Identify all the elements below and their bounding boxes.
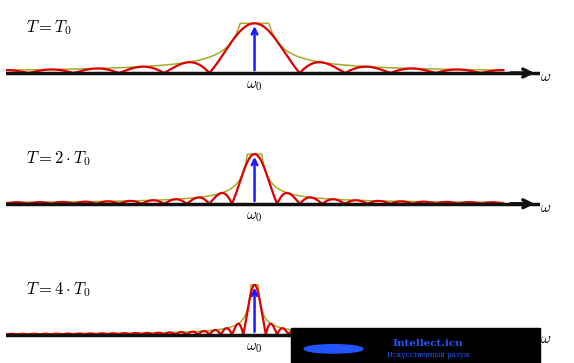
Text: $T=2\cdot T_0$: $T=2\cdot T_0$	[26, 149, 90, 168]
Text: $T=T_0$: $T=T_0$	[26, 19, 71, 37]
Text: $\omega$: $\omega$	[541, 331, 552, 346]
Text: $\omega_0$: $\omega_0$	[246, 340, 263, 355]
Text: $\omega_0$: $\omega_0$	[246, 79, 263, 93]
Text: $\omega_0$: $\omega_0$	[246, 210, 263, 224]
Text: Искусственный разум: Искусственный разум	[387, 351, 469, 359]
Text: $T=4\cdot T_0$: $T=4\cdot T_0$	[26, 280, 90, 299]
Text: $\omega$: $\omega$	[541, 70, 552, 84]
Circle shape	[304, 345, 363, 353]
Text: Intellect.icu: Intellect.icu	[393, 339, 463, 348]
Bar	[292, 328, 540, 363]
Text: $\omega$: $\omega$	[541, 201, 552, 215]
